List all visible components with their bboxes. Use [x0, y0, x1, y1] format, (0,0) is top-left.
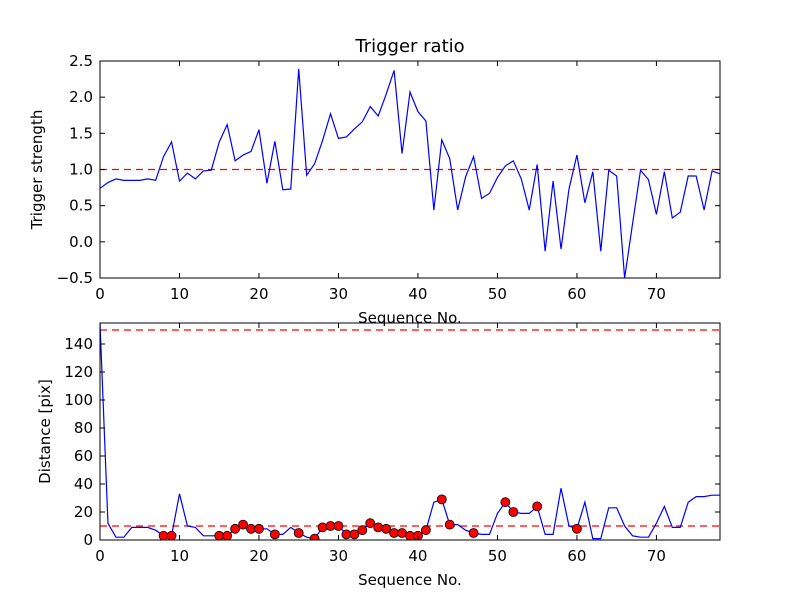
data-point — [293, 528, 304, 538]
x-tick-label: 30 — [329, 285, 348, 303]
y-tick-label: −0.5 — [57, 269, 93, 287]
chart-panel-1: 0 10 20 30 40 50 60 70 2.5 2.0 1.5 1.0 0.5 0.0 −0.5 Seq… — [28, 36, 721, 327]
data-point — [309, 533, 320, 540]
y-tick-label: 140 — [64, 335, 93, 353]
x-tick-label: 40 — [408, 285, 427, 303]
x-tick-label: 30 — [329, 547, 348, 565]
x-axis-label: Sequence No. — [358, 309, 462, 327]
data-point — [166, 530, 177, 540]
plot-area — [100, 323, 720, 540]
y-tick-label: 60 — [74, 447, 93, 465]
data-point — [230, 523, 241, 534]
y-tick-label: 0.0 — [69, 233, 93, 251]
y-axis-label: Distance [pix] — [36, 379, 54, 484]
x-tick-label: 60 — [567, 547, 586, 565]
x-tick-label: 60 — [567, 285, 586, 303]
x-tick-label: 70 — [647, 285, 666, 303]
chart-panel-2: 0 10 20 30 40 50 60 70 140 120 100 80 60 40 20 0 Sequenc… — [36, 322, 721, 589]
series-line — [100, 323, 720, 540]
x-tick-label: 50 — [488, 547, 507, 565]
data-point — [468, 528, 479, 538]
x-tick-label: 40 — [408, 547, 427, 565]
x-tick-label: 20 — [249, 547, 268, 565]
data-point — [420, 525, 431, 536]
data-point — [222, 530, 233, 540]
y-tick-label: 40 — [74, 475, 93, 493]
x-tick-label: 10 — [170, 285, 189, 303]
data-point — [373, 522, 384, 533]
chart-title: Trigger ratio — [354, 36, 464, 57]
data-point — [333, 521, 344, 531]
plot-area — [100, 68, 720, 278]
data-point — [444, 519, 455, 530]
data-point — [381, 523, 392, 534]
data-point — [572, 523, 582, 534]
y-tick-label: 0.5 — [69, 197, 93, 215]
x-tick-label: 0 — [95, 285, 105, 303]
data-point — [500, 497, 511, 508]
x-tick-label: 70 — [647, 547, 666, 565]
x-tick-label: 50 — [488, 285, 507, 303]
y-tick-label: 120 — [64, 363, 93, 381]
data-point — [254, 523, 264, 534]
x-tick-label: 20 — [249, 285, 268, 303]
y-tick-label: 1.0 — [69, 161, 93, 179]
axes-frame — [99, 322, 721, 541]
x-axis-label: Sequence No. — [358, 571, 462, 589]
data-point — [532, 501, 543, 512]
y-tick-label: 2.0 — [69, 88, 93, 106]
y-tick-label: 20 — [74, 503, 93, 521]
y-axis-label: Trigger strength — [28, 110, 46, 231]
data-point — [365, 518, 376, 529]
series-line — [100, 68, 720, 278]
y-tick-label: 0 — [83, 531, 93, 549]
data-point — [349, 529, 360, 540]
y-tick-label: 100 — [64, 391, 93, 409]
data-point — [357, 525, 368, 536]
y-tick-label: 1.5 — [69, 124, 93, 142]
data-point — [436, 494, 447, 505]
x-tick-label: 0 — [95, 547, 105, 565]
x-tick-label: 10 — [170, 547, 189, 565]
data-point — [238, 519, 248, 530]
data-point — [317, 522, 328, 533]
y-tick-label: 2.5 — [69, 52, 93, 70]
data-point — [508, 507, 519, 517]
data-point — [269, 529, 280, 540]
y-tick-label: 80 — [74, 419, 93, 437]
